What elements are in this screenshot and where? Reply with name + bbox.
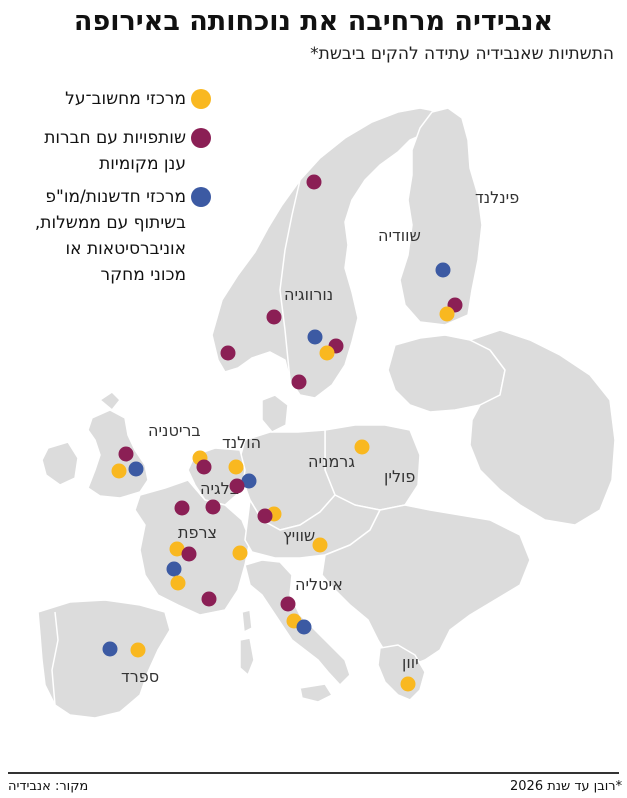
legend-dots bbox=[191, 89, 211, 207]
marker-compute-france-south bbox=[170, 575, 186, 591]
marker-partnership-oslo bbox=[266, 309, 282, 325]
marker-compute-greece bbox=[400, 676, 416, 692]
marker-partnership-germany bbox=[229, 478, 245, 494]
label-greece: יוון bbox=[402, 653, 419, 672]
label-norway: נורווגיה bbox=[284, 285, 333, 304]
legend-dot-compute bbox=[191, 89, 211, 109]
country-labels: פינלנד שוודיה נורווגיה בריטניה הולנד גרמ… bbox=[121, 188, 519, 686]
land-corsica bbox=[241, 609, 253, 633]
legend-compute-line: מרכזי מחשוב־על bbox=[65, 89, 186, 109]
marker-innovation-uk bbox=[128, 461, 144, 477]
land-scotland-north bbox=[99, 391, 121, 411]
marker-partnership-north-sweden bbox=[306, 174, 322, 190]
label-netherlands: הולנד bbox=[222, 433, 261, 452]
facility-markers bbox=[102, 174, 463, 692]
marker-compute-uk bbox=[111, 463, 127, 479]
marker-innovation-sweden bbox=[307, 329, 323, 345]
map-title: אנבידיה מרחיבה את נוכחותה באירופה bbox=[73, 6, 554, 37]
label-germany: גרמניה bbox=[308, 452, 355, 471]
marker-innovation-italy bbox=[296, 619, 312, 635]
label-poland: פולין bbox=[384, 467, 415, 486]
footer-source: מקור: אנבידיה bbox=[8, 779, 89, 794]
marker-partnership-netherlands bbox=[196, 459, 212, 475]
label-finland: פינלנד bbox=[475, 188, 519, 207]
border-norway-sweden bbox=[279, 179, 301, 381]
label-france: צרפת bbox=[178, 523, 217, 542]
marker-compute-germany-west bbox=[228, 459, 244, 475]
marker-compute-helsinki bbox=[439, 306, 455, 322]
marker-partnership-germany-south bbox=[205, 499, 221, 515]
marker-innovation-spain bbox=[102, 641, 118, 657]
label-switzerland: שוויץ bbox=[283, 526, 315, 545]
marker-compute-stockholm bbox=[319, 345, 335, 361]
legend-partnership-line-2: ענן מקומיות bbox=[99, 154, 186, 174]
label-spain: ספרד bbox=[121, 667, 159, 686]
marker-partnership-bergen bbox=[220, 345, 236, 361]
marker-innovation-finland bbox=[435, 262, 451, 278]
land-balkans bbox=[321, 504, 531, 669]
label-italy: איטליה bbox=[295, 575, 343, 594]
footer-divider bbox=[8, 772, 619, 774]
marker-compute-spain bbox=[130, 642, 146, 658]
marker-partnership-uk bbox=[118, 446, 134, 462]
marker-compute-paris bbox=[169, 541, 185, 557]
marker-innovation-germany bbox=[241, 473, 257, 489]
legend-dot-partnership bbox=[191, 128, 211, 148]
marker-partnership-munich bbox=[257, 508, 273, 524]
land-sicily bbox=[299, 683, 333, 703]
border-spain-portugal bbox=[51, 611, 59, 706]
marker-partnership-italy bbox=[280, 596, 296, 612]
land-east bbox=[469, 329, 616, 526]
legend-compute: מרכזי מחשוב־על bbox=[6, 86, 186, 112]
land-ireland bbox=[41, 441, 79, 486]
footer-note: *רובן עד שנת 2026 bbox=[510, 779, 623, 794]
marker-compute-switzerland bbox=[232, 545, 248, 561]
label-britain: בריטניה bbox=[148, 421, 201, 440]
legend-dot-innovation bbox=[191, 187, 211, 207]
legend-innovation-line-4: מכוני מחקר bbox=[100, 265, 187, 285]
land-finland bbox=[399, 107, 483, 326]
marker-partnership-france-south bbox=[201, 591, 217, 607]
marker-partnership-belgium bbox=[174, 500, 190, 516]
marker-partnership-south-sweden bbox=[291, 374, 307, 390]
legend-partnership-line-1: שותפויות עם חברות bbox=[44, 128, 186, 148]
label-sweden: שוודיה bbox=[378, 226, 421, 245]
marker-innovation-france bbox=[166, 561, 182, 577]
land-denmark bbox=[261, 394, 289, 433]
land-britain bbox=[87, 409, 149, 499]
legend-innovation-line-2: בשיתוף עם ממשלות, bbox=[34, 213, 186, 233]
marker-compute-austria bbox=[312, 537, 328, 553]
legend-innovation: מרכזי חדשנות/מו"פ בשיתוף עם ממשלות, אוני… bbox=[6, 184, 186, 288]
marker-partnership-paris bbox=[181, 546, 197, 562]
land-sardinia bbox=[239, 637, 255, 676]
legend-partnership: שותפויות עם חברות ענן מקומיות bbox=[6, 125, 186, 177]
label-belgium: בלגיה bbox=[200, 479, 239, 498]
legend-innovation-line-3: אוניברסיטאות או bbox=[65, 239, 186, 259]
map-subtitle: התשתיות שאנבידיה עתידה להקים ביבשת* bbox=[310, 44, 614, 64]
marker-compute-poland bbox=[354, 439, 370, 455]
legend-innovation-line-1: מרכזי חדשנות/מו"פ bbox=[45, 187, 186, 207]
land-iberia bbox=[37, 599, 171, 719]
